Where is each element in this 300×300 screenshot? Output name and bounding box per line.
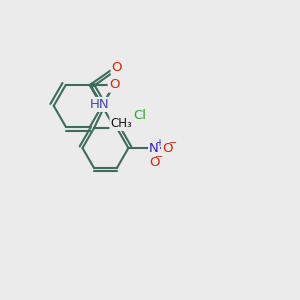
Text: O: O [109, 78, 119, 92]
Text: −: − [155, 152, 164, 162]
Text: HN: HN [90, 98, 110, 111]
Text: Cl: Cl [134, 109, 146, 122]
Text: +: + [155, 138, 163, 148]
Text: O: O [162, 142, 172, 154]
Text: CH₃: CH₃ [110, 117, 132, 130]
Text: O: O [149, 156, 159, 169]
Text: O: O [109, 78, 119, 92]
Text: −: − [169, 138, 177, 148]
Text: O: O [112, 61, 122, 74]
Text: N: N [149, 142, 159, 154]
